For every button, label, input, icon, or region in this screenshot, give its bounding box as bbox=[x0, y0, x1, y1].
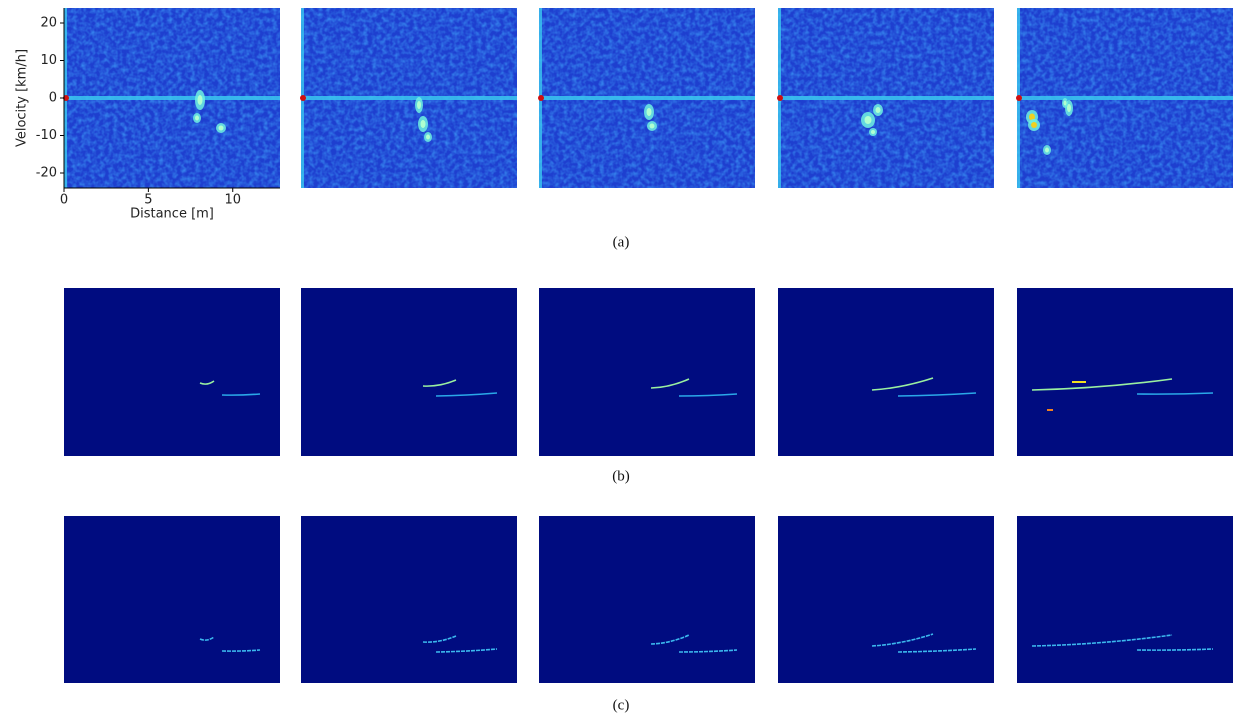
map-bg bbox=[64, 288, 280, 456]
zero-velocity-band bbox=[301, 96, 517, 100]
map-bg bbox=[778, 288, 994, 456]
target-core bbox=[417, 101, 421, 109]
dc-peak bbox=[1016, 95, 1022, 101]
y-axis-label: Velocity [km/h] bbox=[15, 49, 30, 147]
trajectory bbox=[199, 380, 215, 385]
trajectory bbox=[650, 634, 690, 645]
zero-velocity-band bbox=[778, 96, 994, 100]
trajectory bbox=[422, 635, 457, 643]
trajectory bbox=[199, 636, 215, 641]
trajectory bbox=[422, 379, 457, 387]
target-core bbox=[218, 125, 224, 131]
x-tick-label: 5 bbox=[144, 193, 152, 208]
trajectory bbox=[1136, 648, 1214, 651]
x-tick-label: 10 bbox=[224, 193, 241, 208]
outlier bbox=[1072, 381, 1086, 383]
map-bg bbox=[1017, 288, 1233, 456]
zero-velocity-band bbox=[64, 96, 280, 100]
trajectory bbox=[871, 633, 934, 647]
map-bg bbox=[301, 288, 517, 456]
y-tick-label: -10 bbox=[36, 128, 57, 143]
map-bg bbox=[539, 516, 755, 683]
dc-peak bbox=[538, 95, 544, 101]
trajectory bbox=[1031, 378, 1173, 391]
target-core bbox=[1029, 113, 1035, 121]
y-tick-label: 20 bbox=[40, 16, 57, 31]
dc-peak bbox=[777, 95, 783, 101]
trajectory bbox=[1136, 392, 1214, 395]
target-core bbox=[195, 115, 199, 121]
target-core bbox=[1045, 147, 1049, 153]
map-bg bbox=[778, 516, 994, 683]
trajectory bbox=[435, 648, 498, 653]
x-axis-label: Distance [m] bbox=[130, 207, 214, 222]
trajectory bbox=[221, 649, 261, 652]
target-core bbox=[646, 108, 652, 116]
target-core bbox=[197, 95, 203, 105]
y-tick-label: 0 bbox=[49, 91, 57, 106]
trajectory bbox=[897, 648, 977, 653]
y-tick-label: -20 bbox=[36, 166, 57, 181]
zero-velocity-band bbox=[1017, 96, 1233, 100]
x-tick-label: 0 bbox=[60, 193, 68, 208]
trajectory bbox=[435, 392, 498, 397]
zero-velocity-band bbox=[539, 96, 755, 100]
outlier bbox=[1047, 409, 1053, 411]
trajectory bbox=[650, 378, 690, 389]
caption: (a) bbox=[613, 234, 630, 250]
dc-peak bbox=[300, 95, 306, 101]
map-bg bbox=[64, 516, 280, 683]
trajectory bbox=[678, 393, 738, 397]
map-bg bbox=[539, 288, 755, 456]
caption: (b) bbox=[612, 468, 630, 484]
trajectory bbox=[871, 377, 934, 391]
y-tick-label: 10 bbox=[40, 53, 57, 68]
caption: (c) bbox=[613, 697, 630, 713]
target-core bbox=[871, 130, 875, 134]
map-bg bbox=[301, 516, 517, 683]
target-core bbox=[420, 120, 426, 128]
target-core bbox=[426, 134, 430, 140]
map-bg bbox=[1017, 516, 1233, 683]
target-core bbox=[649, 123, 655, 129]
trajectory bbox=[221, 393, 261, 396]
trajectory bbox=[897, 392, 977, 397]
target-core bbox=[1031, 122, 1037, 128]
target-core bbox=[864, 116, 872, 124]
trajectory bbox=[678, 649, 738, 653]
target-core bbox=[1067, 104, 1071, 112]
target-core bbox=[1063, 100, 1067, 106]
trajectory bbox=[1031, 634, 1173, 647]
target-core bbox=[875, 107, 881, 113]
